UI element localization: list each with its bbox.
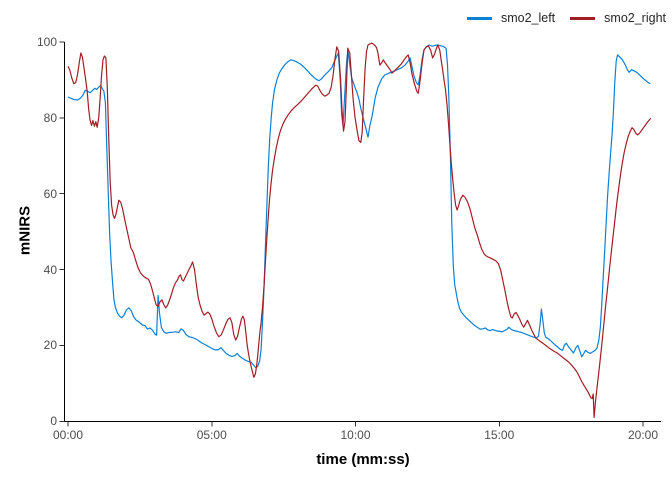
- x-tick-label: 10:00: [340, 428, 371, 442]
- legend-key-line-icon: [466, 16, 492, 20]
- x-axis-title: time (mm:ss): [316, 451, 410, 468]
- y-tick-label: 60: [43, 186, 57, 201]
- legend: smo2_left smo2_right: [466, 10, 666, 26]
- legend-key-line-icon: [570, 16, 596, 20]
- smo2-right-line: [67, 42, 652, 419]
- x-tick-label: 15:00: [484, 428, 515, 442]
- x-tick-label: 05:00: [196, 428, 227, 442]
- x-tick-label: 00:00: [52, 428, 84, 442]
- legend-item-smo2-right: smo2_right: [570, 10, 666, 26]
- smo2-left-line: [67, 44, 651, 369]
- legend-item-smo2-left: smo2_left: [466, 10, 556, 26]
- y-tick-label: 0: [50, 414, 57, 429]
- y-tick-label: 40: [43, 262, 57, 277]
- legend-label: smo2_right: [604, 11, 666, 25]
- legend-label: smo2_left: [500, 11, 556, 25]
- y-tick-label: 80: [43, 110, 57, 125]
- x-tick-label: 20:00: [627, 428, 659, 442]
- y-tick-label: 20: [43, 338, 57, 353]
- y-tick-label: 100: [36, 35, 57, 49]
